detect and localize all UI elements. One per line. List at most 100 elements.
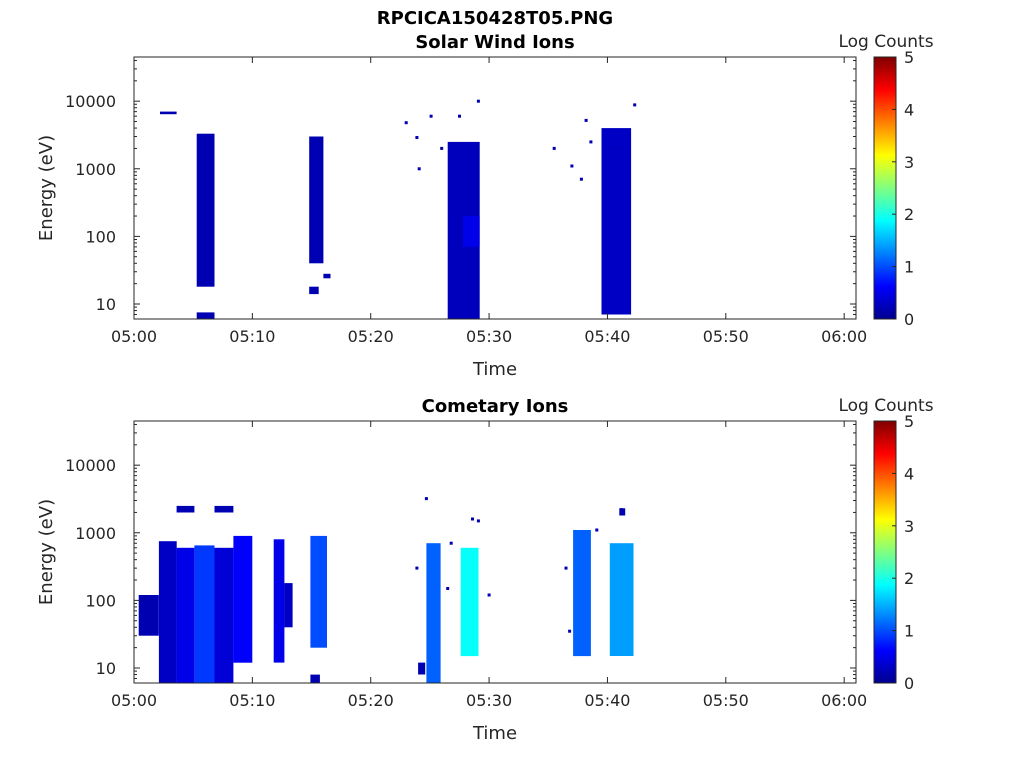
y-tick-label: 1000 [75,524,116,543]
solar-wind-title: Solar Wind Ions [415,32,574,53]
heatmap-point [429,114,433,118]
heatmap-point [552,146,556,150]
cometary-colorbar-ticks: 0 1 2 3 4 5 [892,412,914,693]
heatmap-cell [310,535,327,648]
x-tick-label: 05:40 [584,691,630,710]
cometary-title: Cometary Ions [422,396,569,417]
heatmap-cell [309,286,319,295]
x-tick-label: 05:00 [111,327,157,346]
heatmap-point [633,103,637,107]
y-tick-label: 100 [85,227,116,246]
heatmap-cell [460,547,479,657]
heatmap-cell [176,547,195,683]
heatmap-point [476,99,480,103]
heatmap-cell [426,543,441,683]
heatmap-point [476,519,480,523]
solar-wind-colorbar [873,56,897,320]
heatmap-point [620,508,624,512]
colorbar-tick-label: 2 [904,569,914,588]
heatmap-point [415,566,419,570]
heatmap-point [449,541,453,545]
x-tick-label: 05:50 [703,691,749,710]
colorbar-tick-label: 0 [904,674,914,693]
y-tick-label: 10 [96,659,116,678]
y-tick-label: 10000 [65,456,116,475]
heatmap-point [424,497,428,501]
heatmap-cell [214,547,234,683]
colorbar-tick-label: 0 [904,310,914,329]
colorbar-tick-label: 1 [904,622,914,641]
heatmap-cell [138,595,159,636]
colorbar-tick-label: 4 [904,464,914,483]
heatmap-cell [573,530,591,657]
heatmap-cell [196,312,215,319]
heatmap-cell [194,545,215,683]
cometary-xlabel: Time [472,723,517,744]
heatmap-cell [284,583,293,628]
heatmap-point [404,121,408,125]
heatmap-cell [196,133,215,287]
colorbar-tick-label: 3 [904,153,914,172]
heatmap-point [487,593,491,597]
x-tick-label: 05:30 [466,327,512,346]
heatmap-point [564,566,568,570]
heatmap-cell [214,505,234,513]
heatmap-point [417,167,421,171]
heatmap-point [446,587,450,590]
solar-wind-ylabel: Energy (eV) [36,135,57,241]
x-tick-label: 05:20 [348,691,394,710]
x-tick-label: 06:00 [821,327,867,346]
colorbar-tick-label: 4 [904,100,914,119]
cometary-ticks: 05:00 05:10 05:20 05:30 05:40 05:50 06:00 10 100… [65,421,867,710]
colorbar-tick-label: 5 [904,412,914,431]
cometary-ylabel: Energy (eV) [36,499,57,605]
x-tick-label: 06:00 [821,691,867,710]
heatmap-cell [160,111,177,115]
heatmap-cell [309,136,324,264]
heatmap-cell [158,541,177,683]
heatmap-cell [601,128,632,315]
x-tick-label: 05:40 [584,327,630,346]
heatmap-cell [176,505,195,513]
heatmap-point [595,528,599,532]
solar-wind-xlabel: Time [472,359,517,380]
solar-wind-ticks: 05:00 05:10 05:20 05:30 05:40 05:50 06:00 10 100… [65,57,867,346]
x-tick-label: 05:20 [348,327,394,346]
heatmap-cell [609,543,634,656]
heatmap-point [440,146,444,150]
heatmap-point [471,517,474,521]
x-tick-label: 05:50 [703,327,749,346]
solar-wind-panel: Solar Wind Ions 05:00 05:10 05:20 05:30 05:4… [36,32,934,380]
solar-wind-colorbar-ticks: 0 1 2 3 4 5 [892,48,914,329]
colorbar-tick-label: 1 [904,258,914,277]
heatmap-point [579,177,583,181]
heatmap-point [570,164,574,168]
heatmap-cell [418,662,426,675]
heatmap-cell [463,216,480,247]
heatmap-point [568,629,572,633]
y-tick-label: 10 [96,295,116,314]
y-tick-label: 100 [85,591,116,610]
cometary-panel: Cometary Ions 05:00 05:10 05:20 05:30 05:40 0… [36,396,934,744]
x-tick-label: 05:00 [111,691,157,710]
x-tick-label: 05:10 [229,327,275,346]
heatmap-cell [310,674,320,683]
colorbar-tick-label: 3 [904,517,914,536]
heatmap-cell [323,273,331,279]
heatmap-cell [273,539,285,663]
cometary-heatmap [138,497,634,683]
cometary-colorbar [873,420,897,684]
solar-wind-axes-box [133,56,857,320]
figure-title: RPCICA150428T05.PNG [377,8,613,29]
x-tick-label: 05:10 [229,691,275,710]
cometary-axes-box [133,420,857,684]
solar-wind-heatmap [160,99,637,319]
heatmap-point [458,114,461,118]
y-tick-label: 10000 [65,92,116,111]
heatmap-cell [233,535,253,663]
solar-wind-colorbar-label: Log Counts [838,32,933,52]
heatmap-cell [619,508,626,516]
heatmap-point [415,136,419,139]
x-tick-label: 05:30 [466,691,512,710]
